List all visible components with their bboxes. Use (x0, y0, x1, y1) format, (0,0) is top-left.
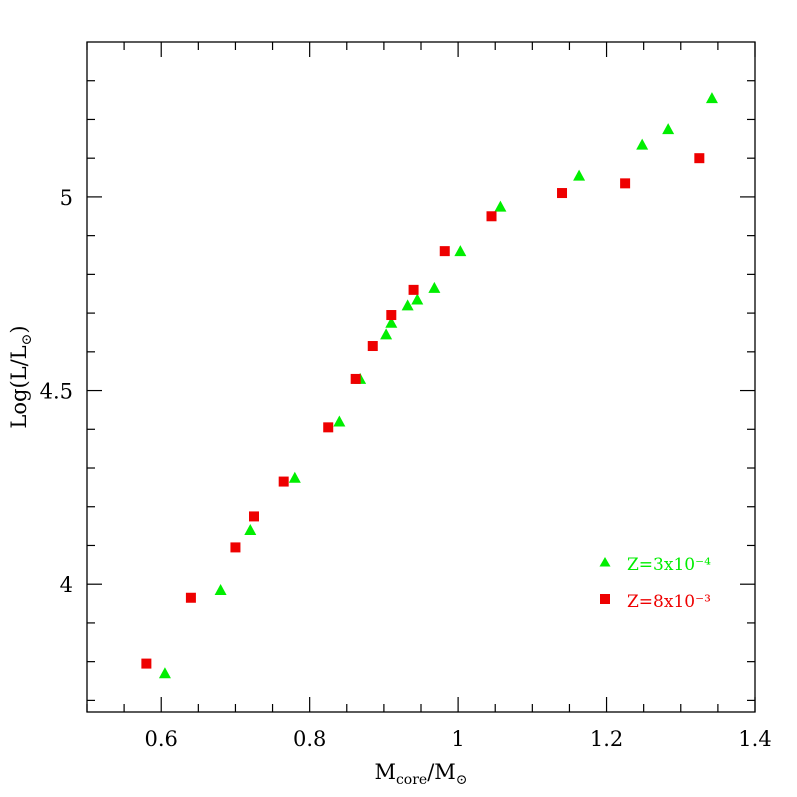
data-point-triangle (411, 293, 424, 305)
legend-marker-square (600, 594, 610, 604)
data-point-square (367, 341, 378, 352)
data-point-triangle (573, 169, 586, 181)
y-axis-title: Log(L/L⊙) (7, 325, 35, 428)
x-axis-title-sub-core: core (396, 772, 427, 788)
data-point-triangle (705, 92, 718, 104)
data-point-square (230, 542, 241, 553)
y-tick-label: 4 (60, 573, 73, 597)
y-tick-label: 5 (60, 186, 73, 210)
data-point-square (439, 246, 450, 257)
data-point-triangle (244, 523, 257, 535)
x-axis-title-sub-sun: ⊙ (456, 772, 468, 788)
data-point-triangle (158, 667, 171, 679)
data-point-square (249, 511, 259, 522)
data-point-square (694, 153, 705, 164)
data-point-triangle (401, 299, 414, 311)
tick-layer (86, 42, 756, 712)
y-tick-label: 4.5 (40, 380, 73, 404)
x-tick-label: 0.6 (145, 727, 178, 751)
data-point-square (323, 422, 334, 433)
data-point-square (386, 310, 397, 321)
x-axis-title: Mcore/M⊙ (374, 760, 467, 788)
data-point-triangle (288, 471, 301, 483)
y-axis-title-main: Log(L/L (7, 345, 31, 428)
data-point-square (486, 211, 497, 222)
x-tick-label: 1 (451, 727, 464, 751)
data-point-triangle (214, 584, 227, 596)
data-point-triangle (662, 123, 675, 135)
y-axis-title-sub-sun: ⊙ (19, 334, 35, 346)
y-axis-title-close: ) (7, 325, 31, 333)
data-point-square (141, 658, 152, 669)
data-point-square (408, 284, 419, 295)
legend-label-series-2: Z=8x10⁻³ (627, 592, 711, 612)
x-tick-label: 0.8 (293, 727, 326, 751)
data-point-triangle (454, 245, 467, 257)
data-point-triangle (636, 138, 649, 150)
x-axis-title-slash: /M (427, 760, 456, 784)
x-tick-label: 1.2 (590, 727, 623, 751)
data-point-triangle (333, 415, 346, 427)
legend: Z=3x10⁻⁴ Z=8x10⁻³ (599, 555, 711, 612)
data-point-triangle (494, 200, 507, 212)
data-point-square (350, 373, 361, 384)
x-tick-label: 1.4 (738, 727, 771, 751)
data-point-triangle (380, 328, 393, 340)
data-point-triangle (428, 281, 441, 293)
data-point-square (185, 592, 196, 603)
data-point-square (620, 178, 631, 189)
x-axis-title-main: M (374, 760, 396, 784)
data-points-layer (141, 92, 718, 679)
tick-label-layer: 0.6 0.8 1 1.2 1.4 4 4.5 5 (40, 186, 772, 751)
data-point-square (278, 476, 289, 487)
legend-marker-triangle (599, 557, 611, 567)
data-point-square (557, 188, 568, 199)
data-point-triangle (385, 316, 398, 328)
legend-label-series-1: Z=3x10⁻⁴ (627, 555, 711, 575)
